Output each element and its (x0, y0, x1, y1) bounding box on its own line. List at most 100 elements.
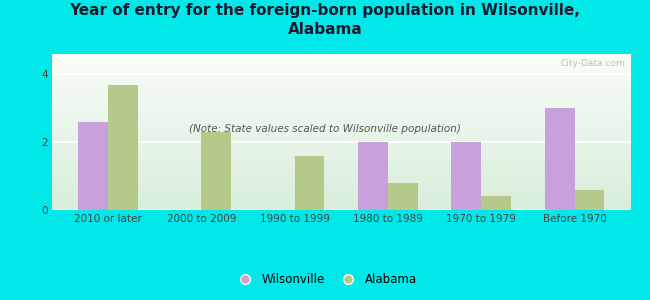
Bar (52, 158, 630, 159)
Bar (52, 147, 630, 148)
Bar (52, 72, 630, 73)
Bar (52, 169, 630, 170)
Bar (358, 142, 388, 210)
Bar (52, 79, 630, 80)
Bar (52, 155, 630, 156)
Bar (52, 134, 630, 135)
Bar (52, 126, 630, 127)
Bar (52, 203, 630, 204)
Bar (52, 94, 630, 96)
Bar (52, 96, 630, 97)
Bar (52, 192, 630, 194)
Bar (52, 104, 630, 105)
Bar (52, 197, 630, 199)
Bar (52, 127, 630, 128)
Bar (52, 209, 630, 210)
Bar (52, 92, 630, 94)
Bar (202, 132, 231, 210)
Text: Year of entry for the foreign-born population in Wilsonville,
Alabama: Year of entry for the foreign-born popul… (70, 3, 580, 37)
Bar (52, 70, 630, 72)
Bar (52, 138, 630, 139)
Bar (52, 65, 630, 67)
Bar (52, 146, 630, 147)
Bar (52, 121, 630, 122)
Bar (52, 159, 630, 160)
Bar (52, 170, 630, 172)
Bar (52, 152, 630, 153)
Bar (52, 187, 630, 188)
Bar (52, 191, 630, 192)
Bar (52, 82, 630, 83)
Bar (52, 184, 630, 185)
Bar (52, 160, 630, 161)
Bar (52, 118, 630, 119)
Bar (52, 86, 630, 87)
Bar (52, 83, 630, 84)
Bar (52, 175, 630, 176)
Bar (52, 133, 630, 134)
Bar (52, 136, 630, 137)
Bar (52, 116, 630, 117)
Bar (52, 151, 630, 152)
Bar (52, 102, 630, 103)
Bar (52, 78, 630, 79)
Bar (52, 172, 630, 174)
Bar (52, 200, 630, 201)
Bar (52, 129, 630, 130)
Bar (52, 98, 630, 99)
Bar (52, 195, 630, 196)
Bar (78, 122, 108, 210)
Bar (52, 177, 630, 178)
Bar (52, 201, 630, 202)
Bar (451, 142, 481, 210)
Bar (52, 63, 630, 64)
Bar (52, 163, 630, 164)
Bar (52, 161, 630, 162)
Bar (52, 207, 630, 208)
Bar (52, 114, 630, 116)
Bar (52, 205, 630, 206)
Bar (52, 117, 630, 119)
Bar (52, 145, 630, 146)
Bar (52, 206, 630, 207)
Bar (52, 165, 630, 166)
Bar (52, 131, 630, 132)
Bar (52, 107, 630, 108)
Bar (52, 101, 630, 102)
Bar (52, 123, 630, 124)
Bar (52, 100, 630, 101)
Bar (52, 124, 630, 125)
Bar (52, 54, 630, 55)
Bar (52, 140, 630, 141)
Bar (52, 106, 630, 107)
Bar (52, 130, 630, 131)
Bar (575, 190, 604, 210)
Bar (52, 128, 630, 129)
Bar (52, 204, 630, 205)
Bar (52, 132, 630, 133)
Bar (52, 194, 630, 195)
Bar (52, 179, 630, 180)
Bar (294, 156, 324, 210)
Bar (52, 139, 630, 140)
Bar (52, 99, 630, 100)
Text: (Note: State values scaled to Wilsonville population): (Note: State values scaled to Wilsonvill… (189, 124, 461, 134)
Bar (52, 88, 630, 89)
Bar (52, 110, 630, 111)
Bar (52, 176, 630, 177)
Bar (52, 80, 630, 81)
Bar (52, 68, 630, 69)
Bar (52, 60, 630, 61)
Bar (52, 75, 630, 76)
Bar (52, 199, 630, 200)
Bar (52, 111, 630, 112)
Bar (52, 143, 630, 145)
Bar (52, 109, 630, 110)
Bar (52, 81, 630, 82)
Bar (52, 69, 630, 70)
Bar (52, 84, 630, 85)
Bar (52, 62, 630, 63)
Bar (52, 153, 630, 154)
Bar (52, 166, 630, 167)
Bar (52, 119, 630, 121)
